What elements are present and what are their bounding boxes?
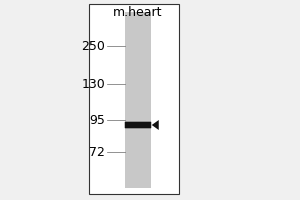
Text: 250: 250 xyxy=(81,40,105,52)
Bar xyxy=(125,12,151,188)
Polygon shape xyxy=(152,120,159,130)
Bar xyxy=(88,4,178,194)
Text: 72: 72 xyxy=(89,146,105,158)
Text: 130: 130 xyxy=(81,77,105,90)
Text: m.heart: m.heart xyxy=(113,6,163,19)
FancyBboxPatch shape xyxy=(125,122,151,128)
Text: 95: 95 xyxy=(89,114,105,127)
